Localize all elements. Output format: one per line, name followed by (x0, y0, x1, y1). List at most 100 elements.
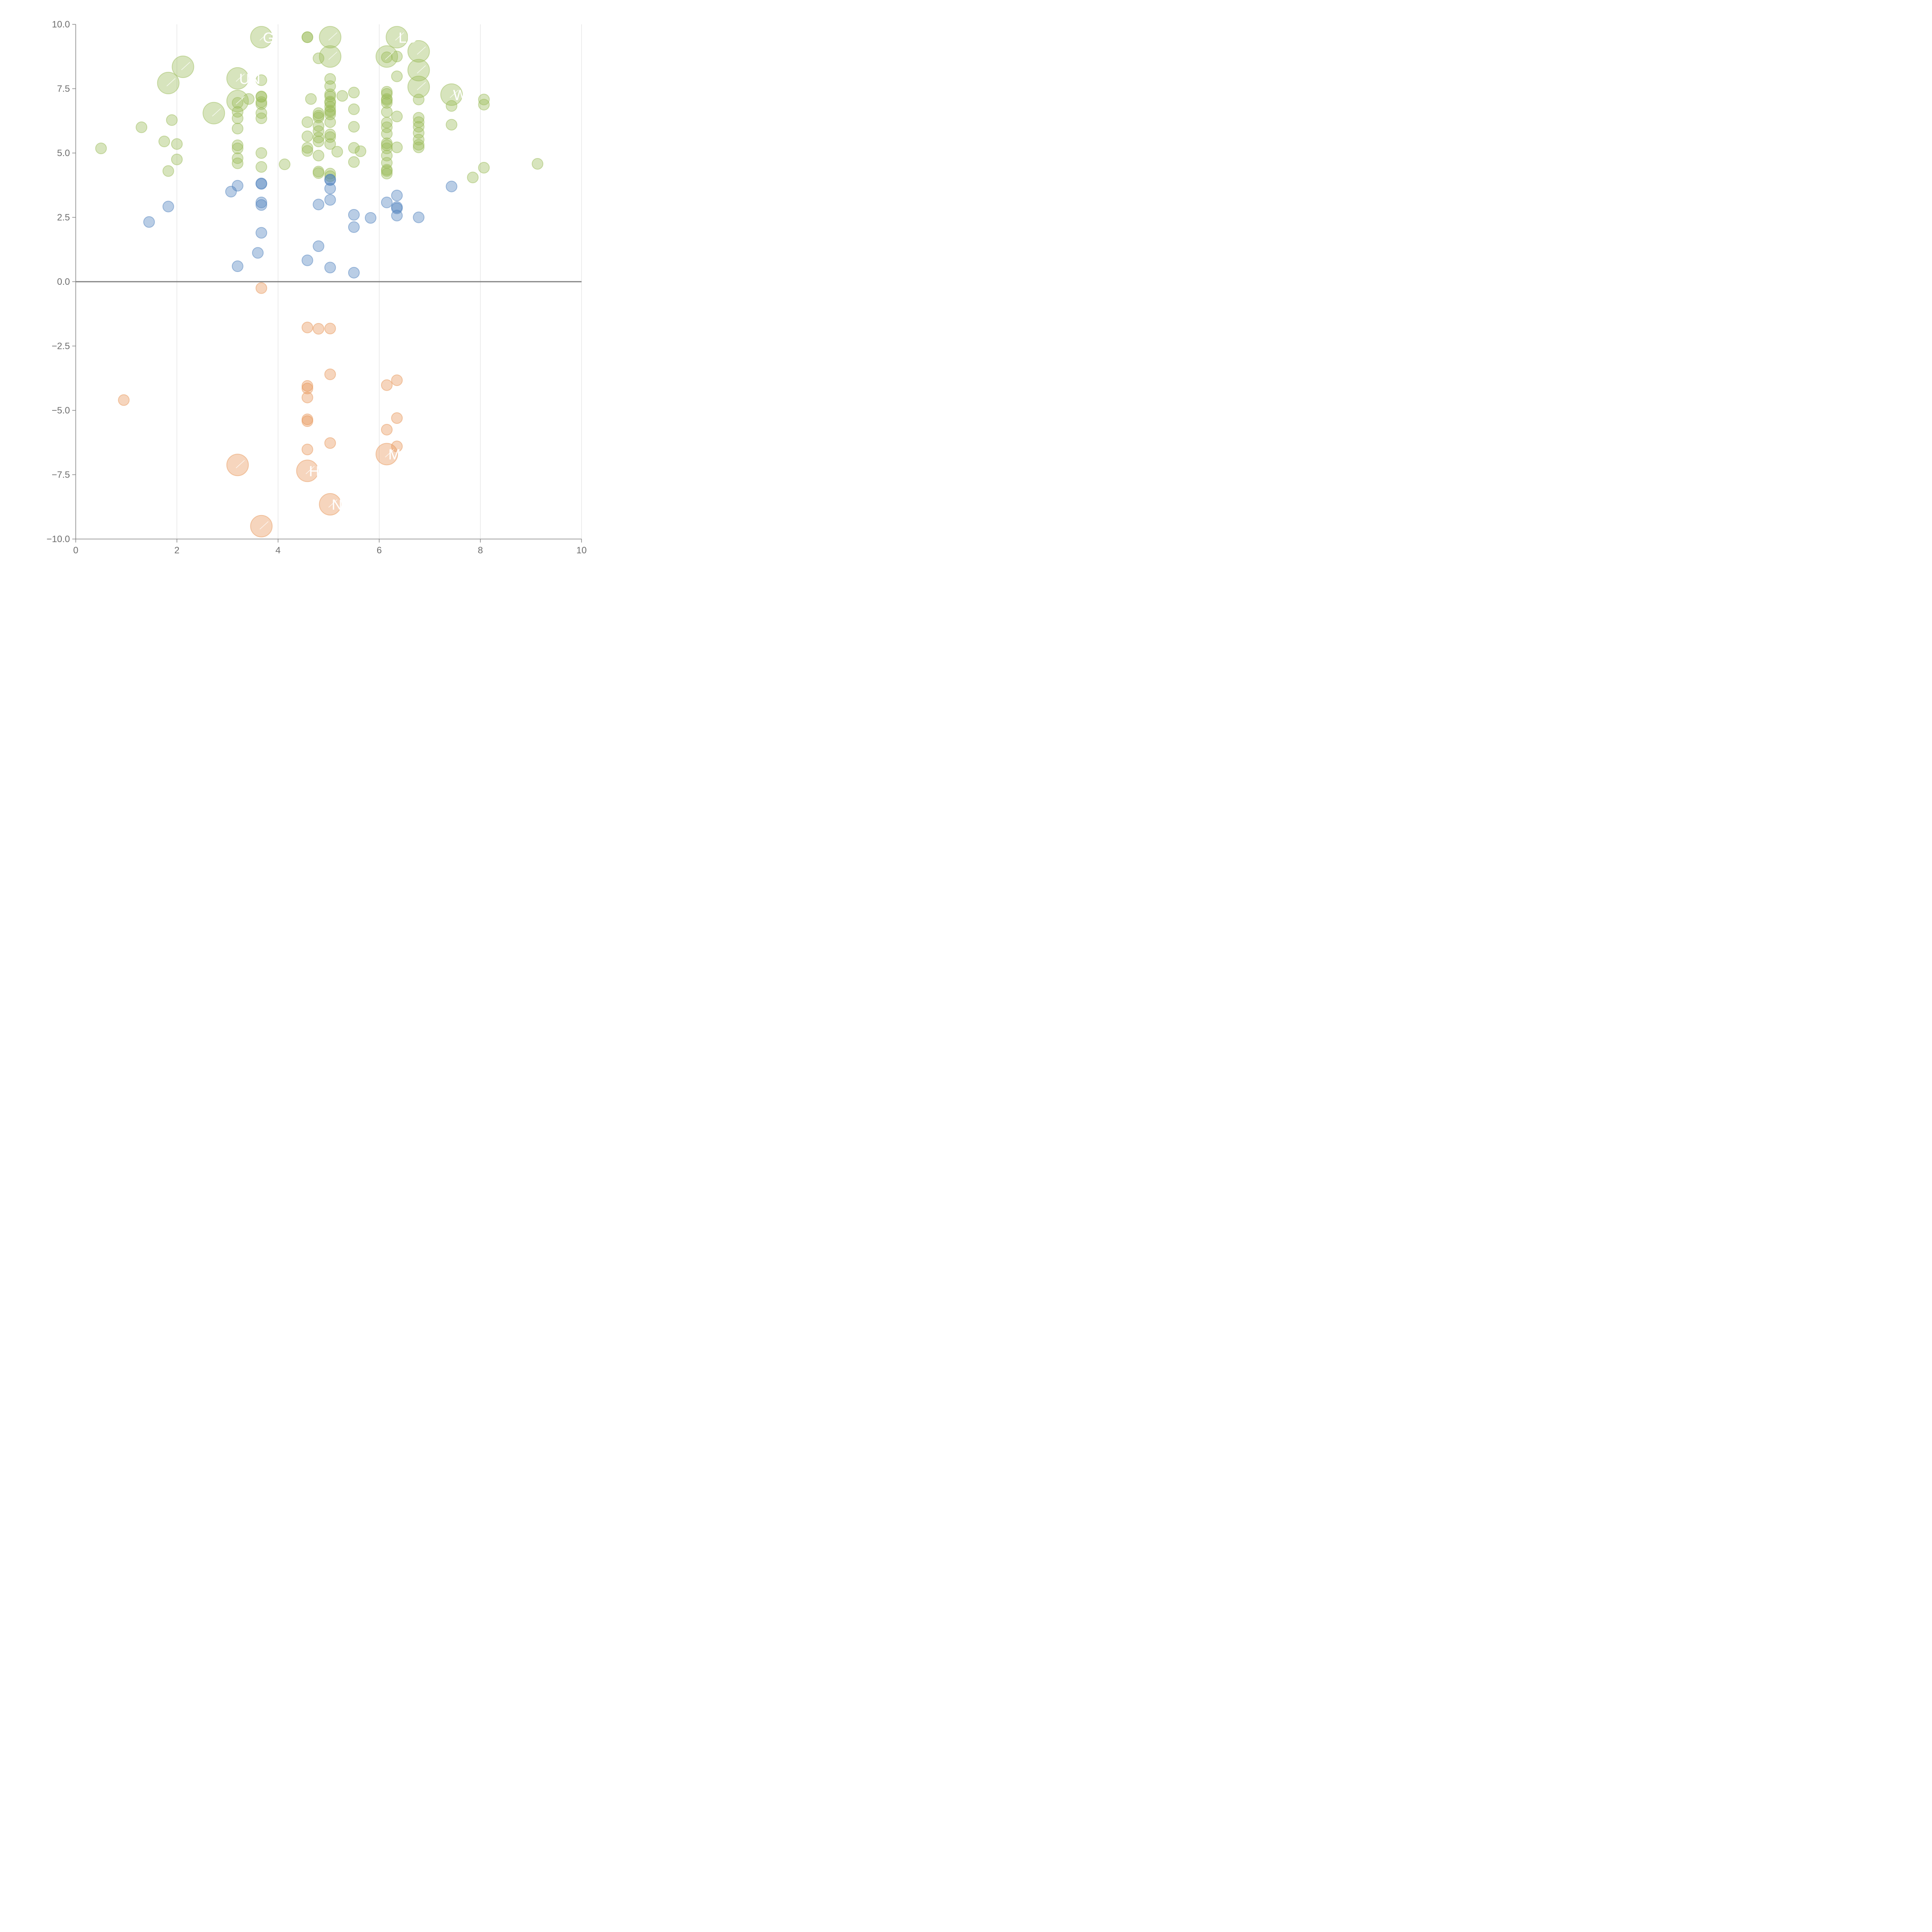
data-point (324, 194, 336, 206)
data-point (313, 167, 325, 179)
point-label: G (263, 30, 274, 46)
label-leader-line (385, 51, 394, 60)
data-point (305, 93, 317, 105)
label-leader-line (306, 466, 315, 474)
point-label: UN (239, 71, 260, 87)
data-point (532, 158, 544, 170)
data-point (313, 52, 325, 64)
data-point (313, 323, 325, 335)
data-point (231, 139, 243, 151)
data-point (391, 440, 403, 452)
point-label: HR (309, 464, 330, 480)
data-point (301, 31, 313, 43)
data-point (279, 158, 291, 170)
label-leader-line (417, 82, 426, 90)
data-point (324, 182, 336, 194)
data-point (381, 128, 393, 140)
y-tick-label: 7.5 (57, 84, 70, 94)
data-point (313, 132, 325, 144)
data-point (324, 437, 336, 449)
data-point (255, 199, 267, 211)
data-point (255, 178, 267, 190)
large-data-point (440, 83, 463, 106)
point-label: M (388, 447, 401, 463)
data-point (331, 146, 343, 158)
data-point (158, 136, 170, 148)
data-point (446, 180, 457, 192)
label-leader-line (450, 90, 459, 98)
data-point (348, 142, 360, 154)
data-point (348, 267, 360, 279)
data-point (255, 161, 267, 173)
data-point (413, 121, 425, 133)
data-point (324, 106, 336, 118)
data-point (391, 189, 403, 201)
data-point (243, 93, 255, 105)
data-point (301, 391, 313, 403)
data-point (252, 247, 264, 259)
data-point (365, 212, 377, 224)
data-point (324, 170, 336, 182)
y-tick-label: −7.5 (52, 470, 70, 480)
data-point (136, 121, 148, 133)
data-point (313, 199, 325, 211)
data-point (301, 116, 313, 128)
large-data-point (250, 26, 273, 49)
label-leader-line (385, 449, 394, 457)
x-tick-label: 4 (276, 545, 281, 556)
data-point (348, 103, 360, 115)
data-point (381, 121, 393, 133)
data-point (231, 157, 243, 169)
data-point (231, 112, 243, 124)
data-point (413, 139, 425, 151)
data-point (301, 444, 313, 456)
label-leader-line (417, 65, 426, 74)
point-label: LD (398, 30, 417, 46)
large-data-point (407, 75, 430, 98)
point-label: N (332, 497, 342, 513)
large-data-point (407, 40, 430, 63)
label-leader-line (328, 499, 337, 508)
data-point (391, 70, 403, 82)
data-point (354, 145, 366, 157)
data-point (324, 262, 336, 274)
data-point (231, 122, 243, 134)
data-point (391, 209, 403, 221)
data-point (171, 153, 183, 165)
label-leader-line (236, 96, 245, 105)
data-point (231, 143, 243, 155)
data-point (324, 368, 336, 380)
data-point (391, 111, 403, 122)
large-data-point (157, 71, 180, 94)
large-data-point (407, 59, 430, 82)
data-point (348, 221, 360, 233)
data-point (301, 142, 313, 154)
data-point (301, 380, 313, 392)
data-point (324, 323, 336, 335)
x-tick-label: 0 (73, 545, 78, 556)
large-data-point (226, 454, 249, 476)
data-point (446, 119, 457, 131)
data-point (324, 174, 336, 186)
data-point (348, 156, 360, 168)
data-point (313, 240, 325, 252)
large-data-point (319, 493, 342, 516)
data-point (413, 112, 425, 124)
label-leader-line (328, 32, 337, 41)
data-point (255, 282, 267, 294)
y-tick-label: −2.5 (52, 341, 70, 352)
data-point (301, 145, 313, 157)
data-point (313, 112, 325, 124)
data-points (95, 26, 544, 537)
data-point (324, 116, 336, 128)
data-point (313, 150, 325, 162)
large-data-point (376, 45, 398, 68)
data-point (143, 216, 155, 228)
data-point (391, 412, 403, 424)
data-point (381, 94, 393, 106)
data-point (348, 121, 360, 133)
data-point (381, 97, 393, 109)
data-point (324, 138, 336, 150)
data-point (166, 114, 178, 126)
data-point (391, 141, 403, 153)
